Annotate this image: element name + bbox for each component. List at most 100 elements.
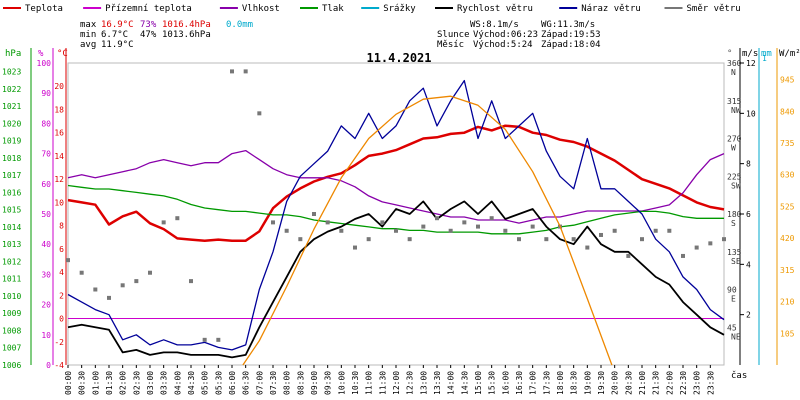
stats-min-label: min xyxy=(80,30,96,40)
wind-direction-point xyxy=(66,258,70,263)
pressure-tick-label: 1019 xyxy=(2,137,21,146)
axis-units: hPa % °C ° m/s mm W/m² čas xyxy=(5,49,800,381)
direction-tick-label: 360 xyxy=(727,59,742,68)
x-tick-label: 23:00 xyxy=(693,371,702,395)
series-line-2 xyxy=(67,184,724,235)
pressure-tick-label: 1009 xyxy=(2,309,21,318)
x-tick-label: 03:30 xyxy=(160,371,169,395)
x-tick-label: 12:00 xyxy=(392,371,401,395)
wind-direction-point xyxy=(640,237,644,242)
wind-direction-point xyxy=(79,270,84,275)
wind-direction-point xyxy=(722,237,726,242)
x-tick-label: 14:30 xyxy=(460,371,469,395)
pressure-tick-label: 1006 xyxy=(2,361,21,370)
temperature-tick-label: -2 xyxy=(54,338,64,347)
pressure-tick-label: 1008 xyxy=(2,326,21,335)
x-tick-label: 10:30 xyxy=(351,371,360,395)
x-tick-label: 11:30 xyxy=(378,371,387,395)
sun-set: Západ:19:53 xyxy=(541,30,601,40)
x-axis: 00:00 00:30 01:00 01:30 02:00 02:30 03:00 03:30… xyxy=(64,365,715,395)
unit-degc: °C xyxy=(57,49,68,59)
humidity-tick-label: 70 xyxy=(41,150,51,159)
direction-compass-label: NE xyxy=(731,332,741,341)
astro-block: WS:8.1m/s WG:11.3m/s Slunce Východ:06:23… xyxy=(437,20,601,50)
pressure-tick-label: 1011 xyxy=(2,275,21,284)
direction-compass-label: NW xyxy=(731,106,741,115)
direction-tick-label: 90 xyxy=(727,286,737,295)
x-tick-label: 15:30 xyxy=(488,371,497,395)
humidity-tick-label: 50 xyxy=(41,210,51,219)
pressure-tick-label: 1018 xyxy=(2,154,21,163)
legend-label-5: Rychlost větru xyxy=(457,4,533,14)
x-tick-label: 04:30 xyxy=(187,371,196,395)
unit-time: čas xyxy=(731,370,747,381)
solar-tick-label: 945 xyxy=(780,76,795,85)
solar-tick-label: 420 xyxy=(780,234,795,243)
x-tick-label: 21:00 xyxy=(638,371,647,395)
series-line-4 xyxy=(67,79,725,351)
pressure-tick-label: 1013 xyxy=(2,240,21,249)
x-tick-label: 19:30 xyxy=(597,371,606,395)
humidity-tick-label: 80 xyxy=(41,119,51,128)
moon-rise: Východ:5:24 xyxy=(473,40,533,50)
x-tick-label: 05:00 xyxy=(201,371,210,395)
pressure-tick-label: 1010 xyxy=(2,292,21,301)
stats-max-hum: 73% xyxy=(140,20,157,30)
chart-title: 11.4.2021 xyxy=(366,51,431,65)
x-tick-label: 06:30 xyxy=(242,371,251,395)
wind-gust-summary: WG:11.3m/s xyxy=(541,20,595,30)
wind-direction-point xyxy=(585,245,590,250)
x-tick-label: 08:00 xyxy=(283,371,292,395)
wind-direction-point xyxy=(120,283,125,288)
x-tick-label: 19:00 xyxy=(583,371,592,395)
x-tick-label: 14:00 xyxy=(447,371,456,395)
temperature-tick-label: 0 xyxy=(59,315,64,324)
temperature-tick-label: 8 xyxy=(59,222,64,231)
x-tick-label: 02:00 xyxy=(119,371,128,395)
wind-direction-point xyxy=(599,232,603,237)
x-tick-label: 01:30 xyxy=(105,371,114,395)
wind-direction-point xyxy=(517,237,521,242)
x-tick-label: 05:30 xyxy=(214,371,223,395)
humidity-tick-label: 0 xyxy=(46,361,51,370)
x-tick-label: 13:30 xyxy=(433,371,442,395)
wind-tick-label: 4 xyxy=(746,260,751,269)
x-tick-label: 21:30 xyxy=(652,371,661,395)
direction-tick-label: 315 xyxy=(727,97,742,106)
wind-direction-point xyxy=(271,220,275,225)
x-tick-label: 03:00 xyxy=(146,371,155,395)
temperature-tick-label: 20 xyxy=(54,82,64,91)
x-tick-label: 06:00 xyxy=(228,371,237,395)
wind-direction-point xyxy=(571,237,576,242)
series-line-6 xyxy=(242,95,613,366)
wind-direction-point xyxy=(407,237,412,242)
direction-tick-label: 270 xyxy=(727,135,742,144)
legend-label-3: Tlak xyxy=(322,4,344,14)
pressure-tick-label: 1015 xyxy=(2,206,21,215)
unit-pct: % xyxy=(38,49,44,59)
temperature-tick-label: 16 xyxy=(54,129,64,138)
series-line-1 xyxy=(67,149,725,224)
humidity-tick-label: 90 xyxy=(41,89,51,98)
pressure-tick-label: 1021 xyxy=(2,102,21,111)
stats-avg-temp: 11.9°C xyxy=(101,40,134,50)
x-tick-label: 17:30 xyxy=(542,371,551,395)
solar-tick-label: 630 xyxy=(780,171,795,180)
temperature-tick-label: 14 xyxy=(54,152,64,161)
wind-direction-point xyxy=(394,228,398,233)
pressure-tick-label: 1012 xyxy=(2,257,21,266)
x-tick-label: 20:00 xyxy=(611,371,620,395)
wind-direction-point xyxy=(503,228,508,233)
x-tick-label: 20:30 xyxy=(624,371,633,395)
x-tick-label: 07:30 xyxy=(269,371,278,395)
direction-compass-label: SE xyxy=(731,257,741,266)
stats-min-temp: 6.7°C xyxy=(101,30,128,40)
wind-direction-point xyxy=(489,216,494,221)
wind-direction-point xyxy=(612,228,617,233)
direction-compass-label: SW xyxy=(731,181,741,190)
direction-tick-label: 180 xyxy=(727,210,742,219)
wind-direction-point xyxy=(476,224,480,229)
wind-direction-point xyxy=(421,224,426,229)
temperature-tick-label: 6 xyxy=(59,245,64,254)
